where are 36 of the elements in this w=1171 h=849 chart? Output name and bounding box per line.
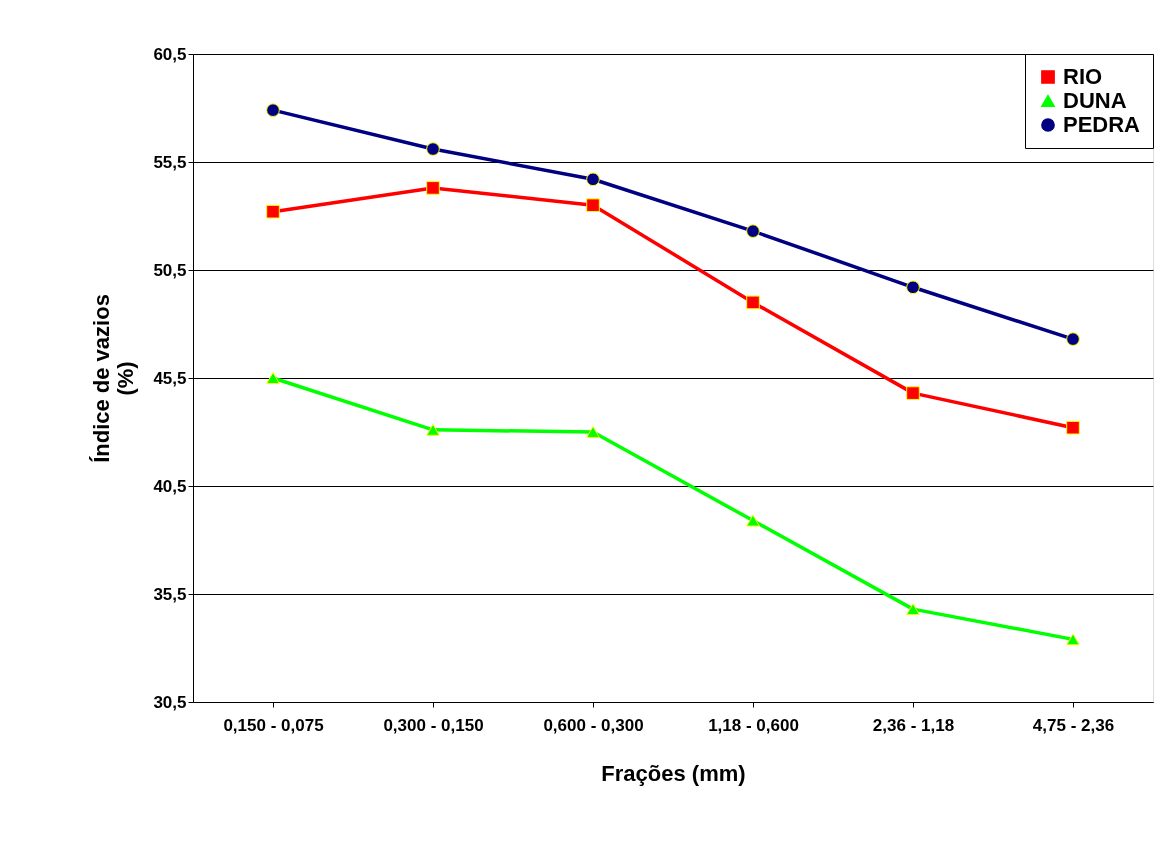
legend-label: DUNA	[1063, 88, 1127, 113]
point	[426, 181, 440, 195]
point	[906, 386, 920, 400]
point	[1066, 420, 1080, 435]
x-tick-label: 4,75 - 2,36	[1032, 715, 1115, 735]
point	[906, 603, 920, 616]
x-tick-label: 0,150 - 0,075	[223, 715, 324, 735]
x-tick-label: 2,36 - 1,18	[872, 715, 955, 735]
point	[586, 198, 600, 213]
point	[746, 295, 760, 310]
point	[906, 280, 920, 295]
y-tick-label: 35,5	[153, 584, 187, 604]
legend-label: PEDRA	[1063, 112, 1141, 137]
legend-label: RIO	[1063, 64, 1103, 89]
x-tick-label: 0,600 - 0,300	[543, 715, 644, 735]
point	[746, 514, 760, 527]
point	[1066, 332, 1080, 346]
point	[746, 224, 760, 238]
y-tick-label: 45,5	[153, 368, 187, 388]
x-tick-label: 1,18 - 0,600	[708, 715, 799, 735]
point	[426, 423, 440, 436]
y-tick-label: 30,5	[153, 692, 187, 712]
point	[266, 103, 280, 117]
y-tick-label: 50,5	[153, 260, 187, 280]
point	[266, 372, 280, 384]
point	[426, 142, 440, 156]
point	[586, 172, 600, 187]
x-axis-title: Frações (mm)	[601, 760, 746, 786]
y-tick-label: 55,5	[153, 152, 187, 172]
x-tick-label: 0,300 - 0,150	[383, 715, 484, 735]
y-axis-title: Índice de vazios (%)	[89, 294, 139, 463]
point	[1066, 633, 1080, 646]
point	[586, 426, 600, 438]
y-tick-label: 60,5	[153, 44, 187, 64]
point	[266, 204, 280, 219]
y-tick-label: 40,5	[153, 476, 187, 496]
